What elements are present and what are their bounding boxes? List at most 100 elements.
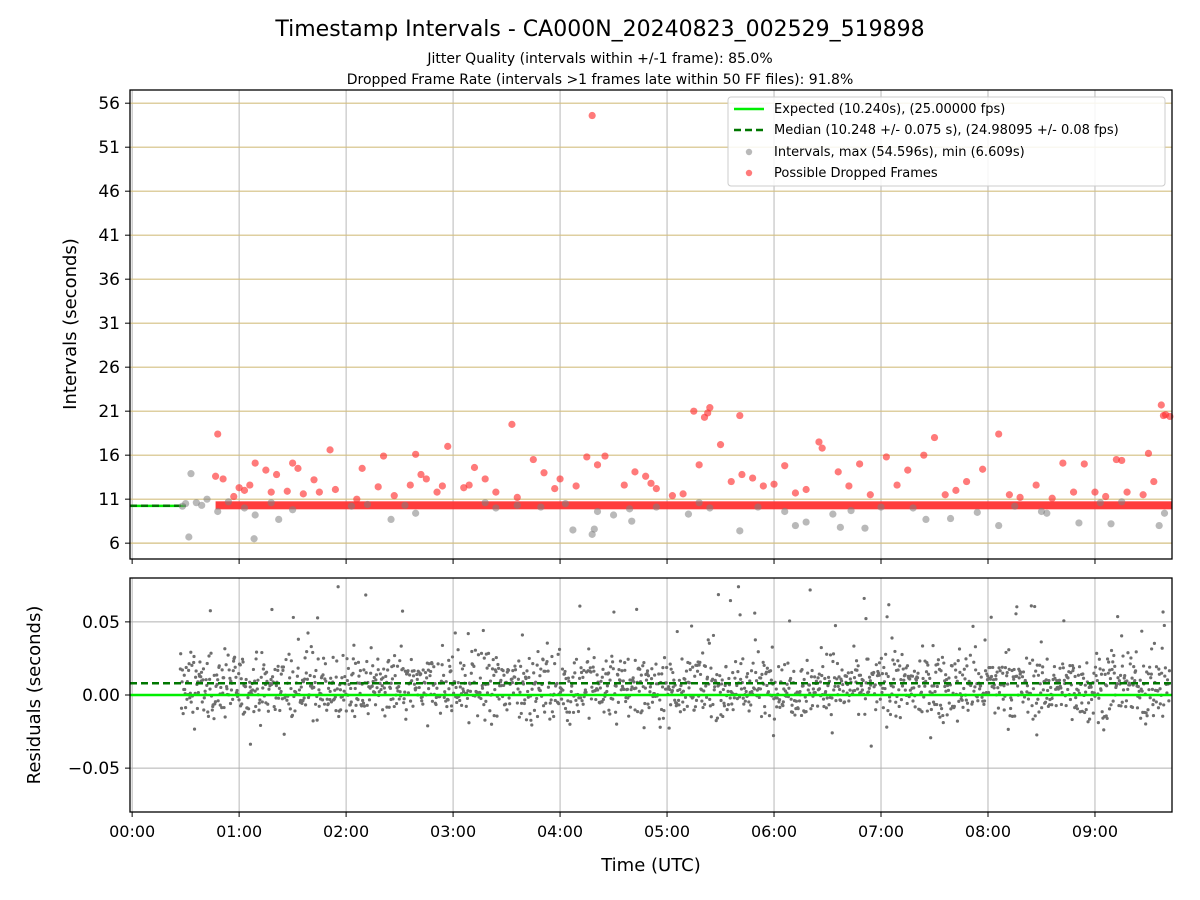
residual-point <box>1059 702 1064 707</box>
residual-point <box>228 676 232 680</box>
residual-point <box>611 660 615 664</box>
dropped-frame-point <box>1157 401 1165 409</box>
residual-point <box>316 657 320 661</box>
x-tick-label: 04:00 <box>537 822 583 841</box>
residual-point <box>506 668 511 672</box>
residuals-x-ticks: 00:00 01:00 02:00 03:00 04:00 05:00 06:00 07:00… <box>109 812 1118 841</box>
residual-point <box>192 727 197 731</box>
residual-point <box>233 665 237 669</box>
residual-point <box>217 664 221 668</box>
residual-point <box>938 703 943 707</box>
residual-point <box>584 690 588 694</box>
residual-point <box>374 678 378 682</box>
residual-point <box>1024 656 1029 660</box>
residual-point <box>571 675 575 679</box>
residual-point <box>229 688 234 692</box>
intervals-y-tick-label: 11 <box>98 490 120 510</box>
residual-point <box>415 677 419 681</box>
residual-point <box>1133 679 1137 683</box>
residual-point <box>278 708 282 713</box>
dropped-frame-point <box>1102 492 1110 501</box>
residual-point <box>427 662 431 666</box>
residual-point <box>1139 716 1143 720</box>
residual-point <box>764 670 769 674</box>
residual-point <box>404 708 408 712</box>
residual-point <box>325 697 329 701</box>
residual-point <box>741 657 745 661</box>
residual-point <box>1077 665 1082 669</box>
residual-point <box>1058 666 1062 670</box>
residual-point <box>270 607 274 612</box>
dropped-frame-point <box>358 464 366 472</box>
residual-point <box>411 674 416 678</box>
residual-point <box>434 702 438 707</box>
residual-point <box>822 704 826 709</box>
residual-point <box>253 689 257 693</box>
dropped-frame-point <box>882 453 890 461</box>
residual-point <box>383 690 387 695</box>
intervals-y-tick-label: 31 <box>98 314 120 334</box>
interval-point <box>652 503 660 511</box>
residual-point <box>312 685 316 689</box>
residual-point <box>480 684 484 688</box>
residual-point <box>304 671 308 675</box>
residual-point <box>402 701 406 705</box>
residual-point <box>877 661 882 665</box>
residual-point <box>874 708 878 712</box>
residual-point <box>738 613 742 617</box>
interval-point <box>240 504 249 512</box>
residual-point <box>912 686 916 690</box>
residual-point <box>978 687 982 691</box>
residual-point <box>902 678 906 682</box>
intervals-y-axis-label: Intervals (seconds) <box>60 238 81 410</box>
residual-point <box>520 633 525 637</box>
residual-point <box>942 661 946 665</box>
residual-point <box>489 722 494 726</box>
residual-point <box>531 662 535 666</box>
residual-point <box>415 672 419 677</box>
residual-point <box>1066 676 1070 680</box>
residual-point <box>894 714 898 718</box>
interval-point <box>1160 509 1169 517</box>
residual-point <box>810 703 815 708</box>
residual-point <box>366 712 370 716</box>
residual-point <box>1112 671 1116 675</box>
residual-point <box>1128 683 1132 687</box>
residual-point <box>274 684 278 688</box>
residual-point <box>243 710 247 714</box>
residual-point <box>252 710 256 714</box>
residual-point <box>756 650 760 654</box>
residual-point <box>1129 656 1133 660</box>
residual-point <box>224 663 228 667</box>
residual-point <box>569 689 573 694</box>
residual-point <box>972 660 976 664</box>
residual-point <box>903 673 907 677</box>
residual-point <box>855 668 859 672</box>
residual-point <box>1120 634 1124 638</box>
residual-point <box>644 678 649 682</box>
residual-point <box>426 724 430 728</box>
residual-point <box>570 684 574 688</box>
residual-point <box>222 705 226 710</box>
dropped-frame-point <box>412 450 420 458</box>
interval-point <box>412 509 420 517</box>
residual-point <box>697 663 701 667</box>
residual-point <box>1084 708 1088 712</box>
residual-point <box>745 671 750 676</box>
residual-point <box>1003 666 1008 670</box>
residual-point <box>899 698 904 702</box>
residual-point <box>501 669 505 673</box>
residual-point <box>925 661 929 665</box>
residual-point <box>399 644 403 648</box>
interval-point <box>995 521 1003 530</box>
interval-point <box>401 501 409 509</box>
residual-point <box>928 676 932 681</box>
residual-point <box>991 678 996 682</box>
residual-point <box>1116 615 1120 619</box>
residual-point <box>538 688 542 693</box>
residual-point <box>518 690 522 694</box>
residual-point <box>362 704 367 708</box>
dropped-frame-point <box>588 111 596 120</box>
residual-point <box>972 689 976 693</box>
